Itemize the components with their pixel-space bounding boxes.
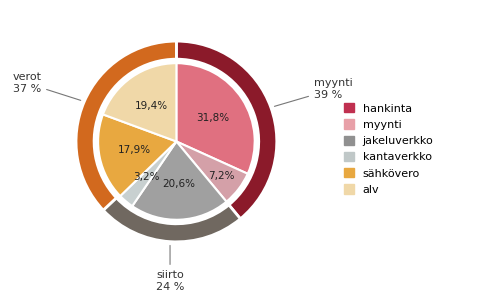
Text: 17,9%: 17,9% <box>118 145 151 155</box>
Text: 3,2%: 3,2% <box>133 173 159 182</box>
Wedge shape <box>176 41 277 219</box>
Text: 7,2%: 7,2% <box>208 171 235 181</box>
Wedge shape <box>132 142 226 220</box>
Wedge shape <box>176 63 255 174</box>
Text: 20,6%: 20,6% <box>162 179 195 190</box>
Wedge shape <box>98 114 176 196</box>
Wedge shape <box>176 142 248 202</box>
Wedge shape <box>76 41 176 210</box>
Text: 31,8%: 31,8% <box>196 113 229 123</box>
Wedge shape <box>103 63 176 142</box>
Text: siirto
24 %: siirto 24 % <box>156 246 184 292</box>
Wedge shape <box>103 198 241 242</box>
Text: verot
37 %: verot 37 % <box>12 72 81 100</box>
Text: myynti
39 %: myynti 39 % <box>274 78 353 106</box>
Wedge shape <box>120 142 176 206</box>
Legend: hankinta, myynti, jakeluverkko, kantaverkko, sähkövero, alv: hankinta, myynti, jakeluverkko, kantaver… <box>344 103 434 195</box>
Text: 19,4%: 19,4% <box>135 101 169 111</box>
